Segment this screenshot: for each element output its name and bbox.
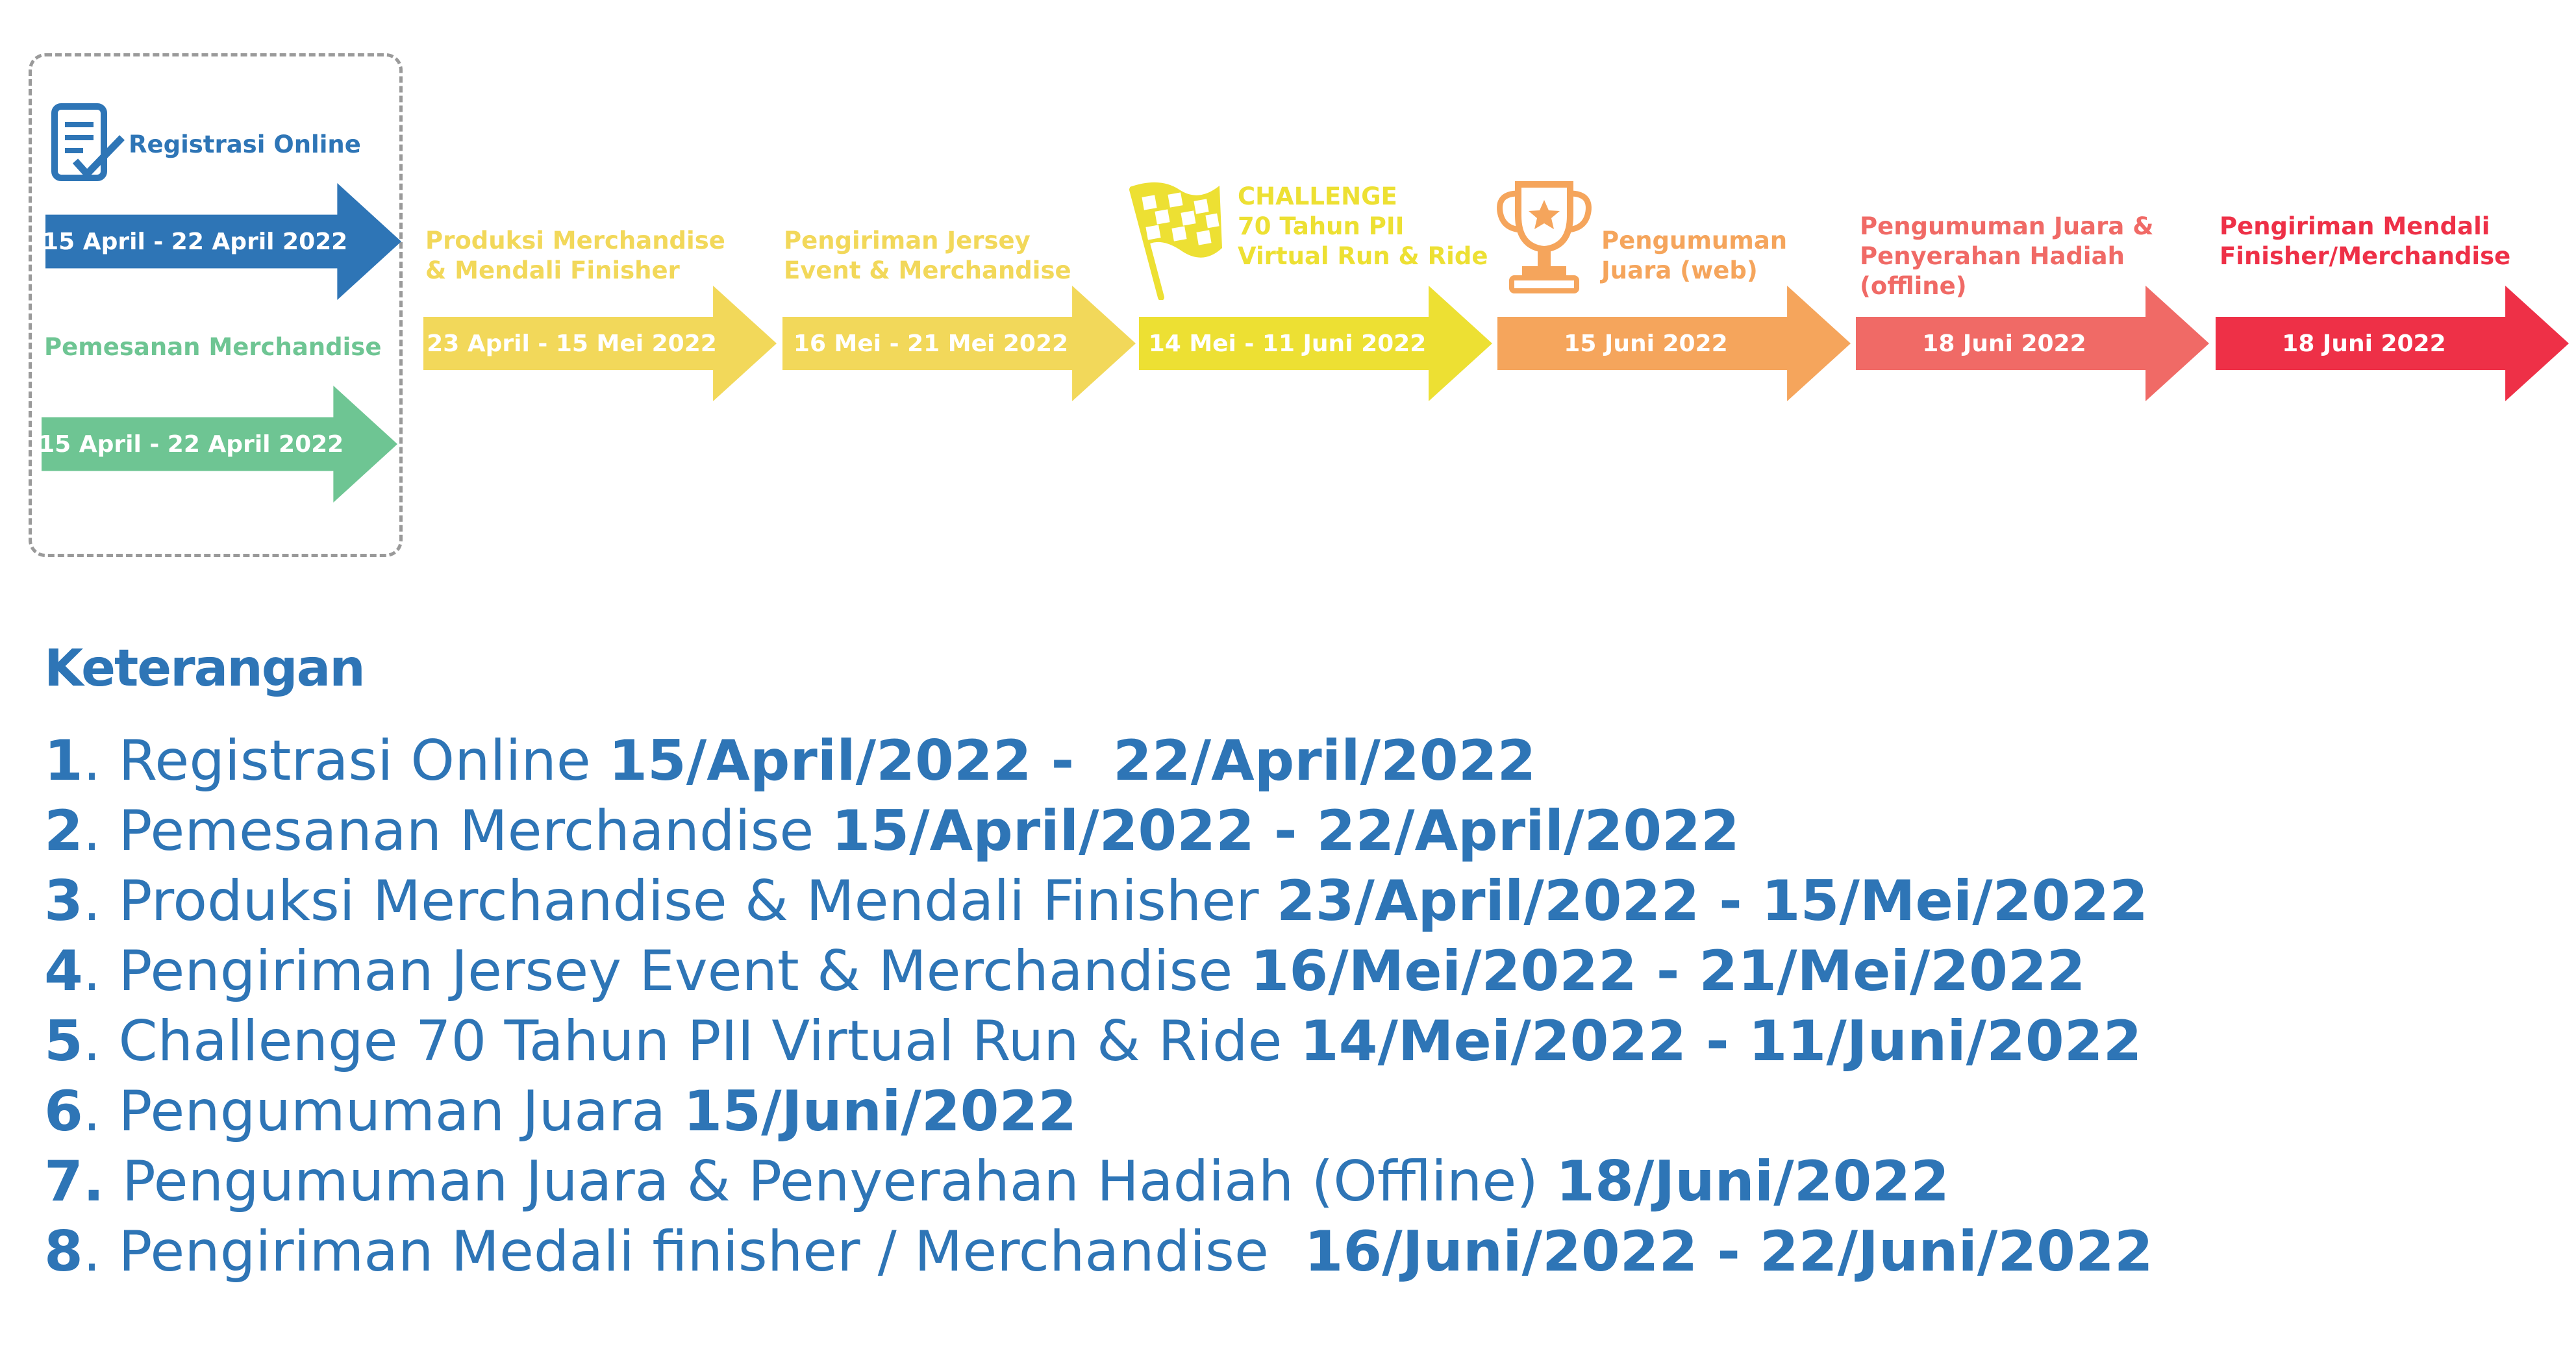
stage-7-date-arrow: 18 Juni 2022 [1856, 286, 2209, 401]
stage-1-date: 15 April - 22 April 2022 [42, 228, 348, 255]
legend-item: 5. Challenge 70 Tahun PII Virtual Run & … [44, 1009, 2142, 1074]
stage-8-date: 18 Juni 2022 [2282, 330, 2446, 357]
stage-3-date: 23 April - 15 Mei 2022 [427, 330, 717, 357]
legend-item: 8. Pengiriman Medali finisher / Merchand… [44, 1219, 2153, 1284]
stage-5-label: CHALLENGE 70 Tahun PII Virtual Run & Rid… [1238, 182, 1488, 270]
stage-8-label: Pengiriman Mendali Finisher/Merchandise [2220, 212, 2511, 270]
legend-item: 4. Pengiriman Jersey Event & Merchandise… [44, 939, 2086, 1004]
stage-7-label: Pengumuman Juara & Penyerahan Hadiah (of… [1860, 212, 2154, 300]
stage-8-date-arrow: 18 Juni 2022 [2216, 286, 2569, 401]
stage-2-date: 15 April - 22 April 2022 [38, 430, 344, 458]
legend-list: 1. Registrasi Online 15/April/2022 - 22/… [44, 726, 2153, 1287]
stage-2-label: Pemesanan Merchandise [44, 333, 382, 361]
legend-item: 2. Pemesanan Merchandise 15/April/2022 -… [44, 799, 1740, 863]
stage-7-date: 18 Juni 2022 [1922, 330, 2086, 357]
stage-5-date-arrow: 14 Mei - 11 Juni 2022 [1139, 286, 1492, 401]
registration-group-box [29, 53, 403, 557]
stage-3-date-arrow: 23 April - 15 Mei 2022 [423, 286, 777, 401]
stage-6-date: 15 Juni 2022 [1564, 330, 1728, 357]
checkered-flag-icon [1129, 182, 1222, 300]
stage-3-label: Produksi Merchandise & Mendali Finisher [425, 227, 725, 284]
stage-4-label: Pengiriman Jersey Event & Merchandise [784, 227, 1071, 284]
legend-item: 3. Produksi Merchandise & Mendali Finish… [44, 869, 2149, 934]
stage-6-date-arrow: 15 Juni 2022 [1497, 286, 1851, 401]
legend-item: 6. Pengumuman Juara 15/Juni/2022 [44, 1079, 1077, 1144]
trophy-icon [1497, 181, 1592, 293]
legend-title: Keterangan [44, 640, 366, 698]
stage-4-date-arrow: 16 Mei - 21 Mei 2022 [782, 286, 1136, 401]
stage-4-date: 16 Mei - 21 Mei 2022 [793, 330, 1069, 357]
stage-1-label: Registrasi Online [129, 130, 361, 158]
stage-5-date: 14 Mei - 11 Juni 2022 [1148, 330, 1427, 357]
legend-item: 7. Pengumuman Juara & Penyerahan Hadiah … [44, 1149, 1950, 1214]
legend-item: 1. Registrasi Online 15/April/2022 - 22/… [44, 728, 1536, 793]
clipboard-check-icon [51, 103, 125, 181]
stage-6-label: Pengumuman Juara (web) [1601, 227, 1788, 284]
